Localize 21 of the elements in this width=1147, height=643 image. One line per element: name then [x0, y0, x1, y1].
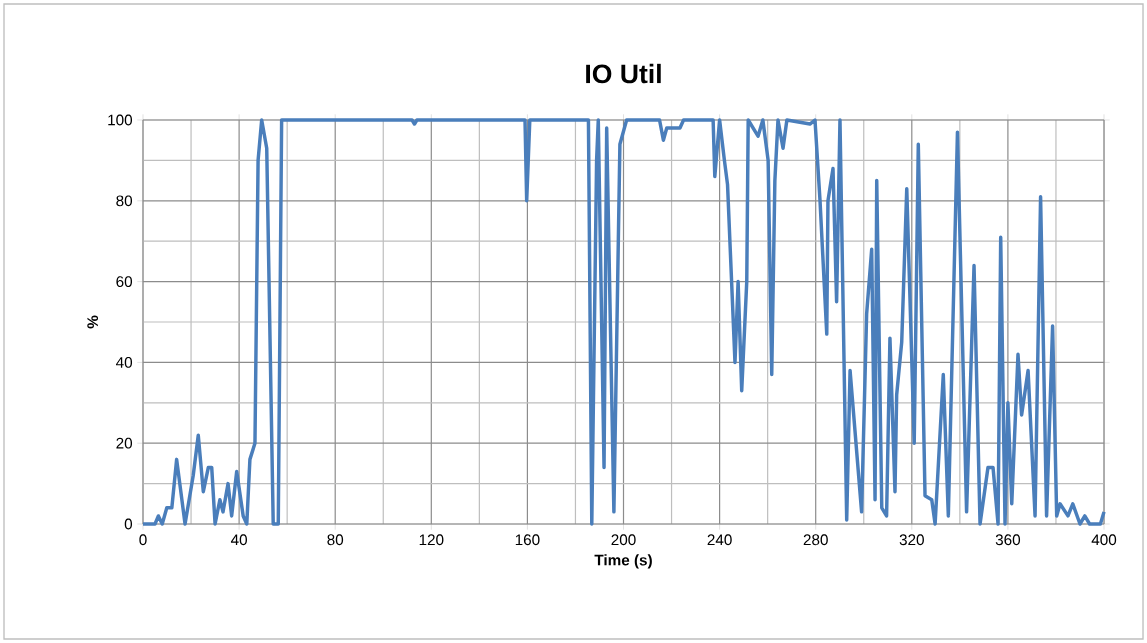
y-tick-label: 0 [124, 518, 133, 530]
x-tick-label: 400 [1091, 534, 1117, 546]
x-tick-label: 160 [515, 534, 540, 546]
x-tick-label: 360 [995, 534, 1021, 546]
x-tick-label: 240 [707, 534, 732, 546]
line-series [141, 118, 1106, 526]
x-tick-label: 0 [139, 534, 147, 546]
y-tick-label: 80 [116, 195, 133, 207]
x-tick-label: 80 [327, 534, 344, 546]
x-tick-label: 280 [803, 534, 828, 546]
x-tick-label: 120 [419, 534, 444, 546]
y-tick-label: 60 [116, 276, 133, 287]
y-axis-title: % [87, 315, 99, 329]
x-tick-label: 320 [899, 534, 924, 546]
y-tick-label: 100 [108, 114, 133, 126]
chart-title: IO Util [586, 63, 661, 84]
x-axis-title: Time (s) [594, 554, 652, 569]
y-tick-label: 20 [116, 437, 133, 449]
x-tick-label: 40 [230, 534, 247, 546]
y-tick-label: 40 [116, 356, 133, 368]
x-tick-label: 200 [611, 534, 636, 546]
